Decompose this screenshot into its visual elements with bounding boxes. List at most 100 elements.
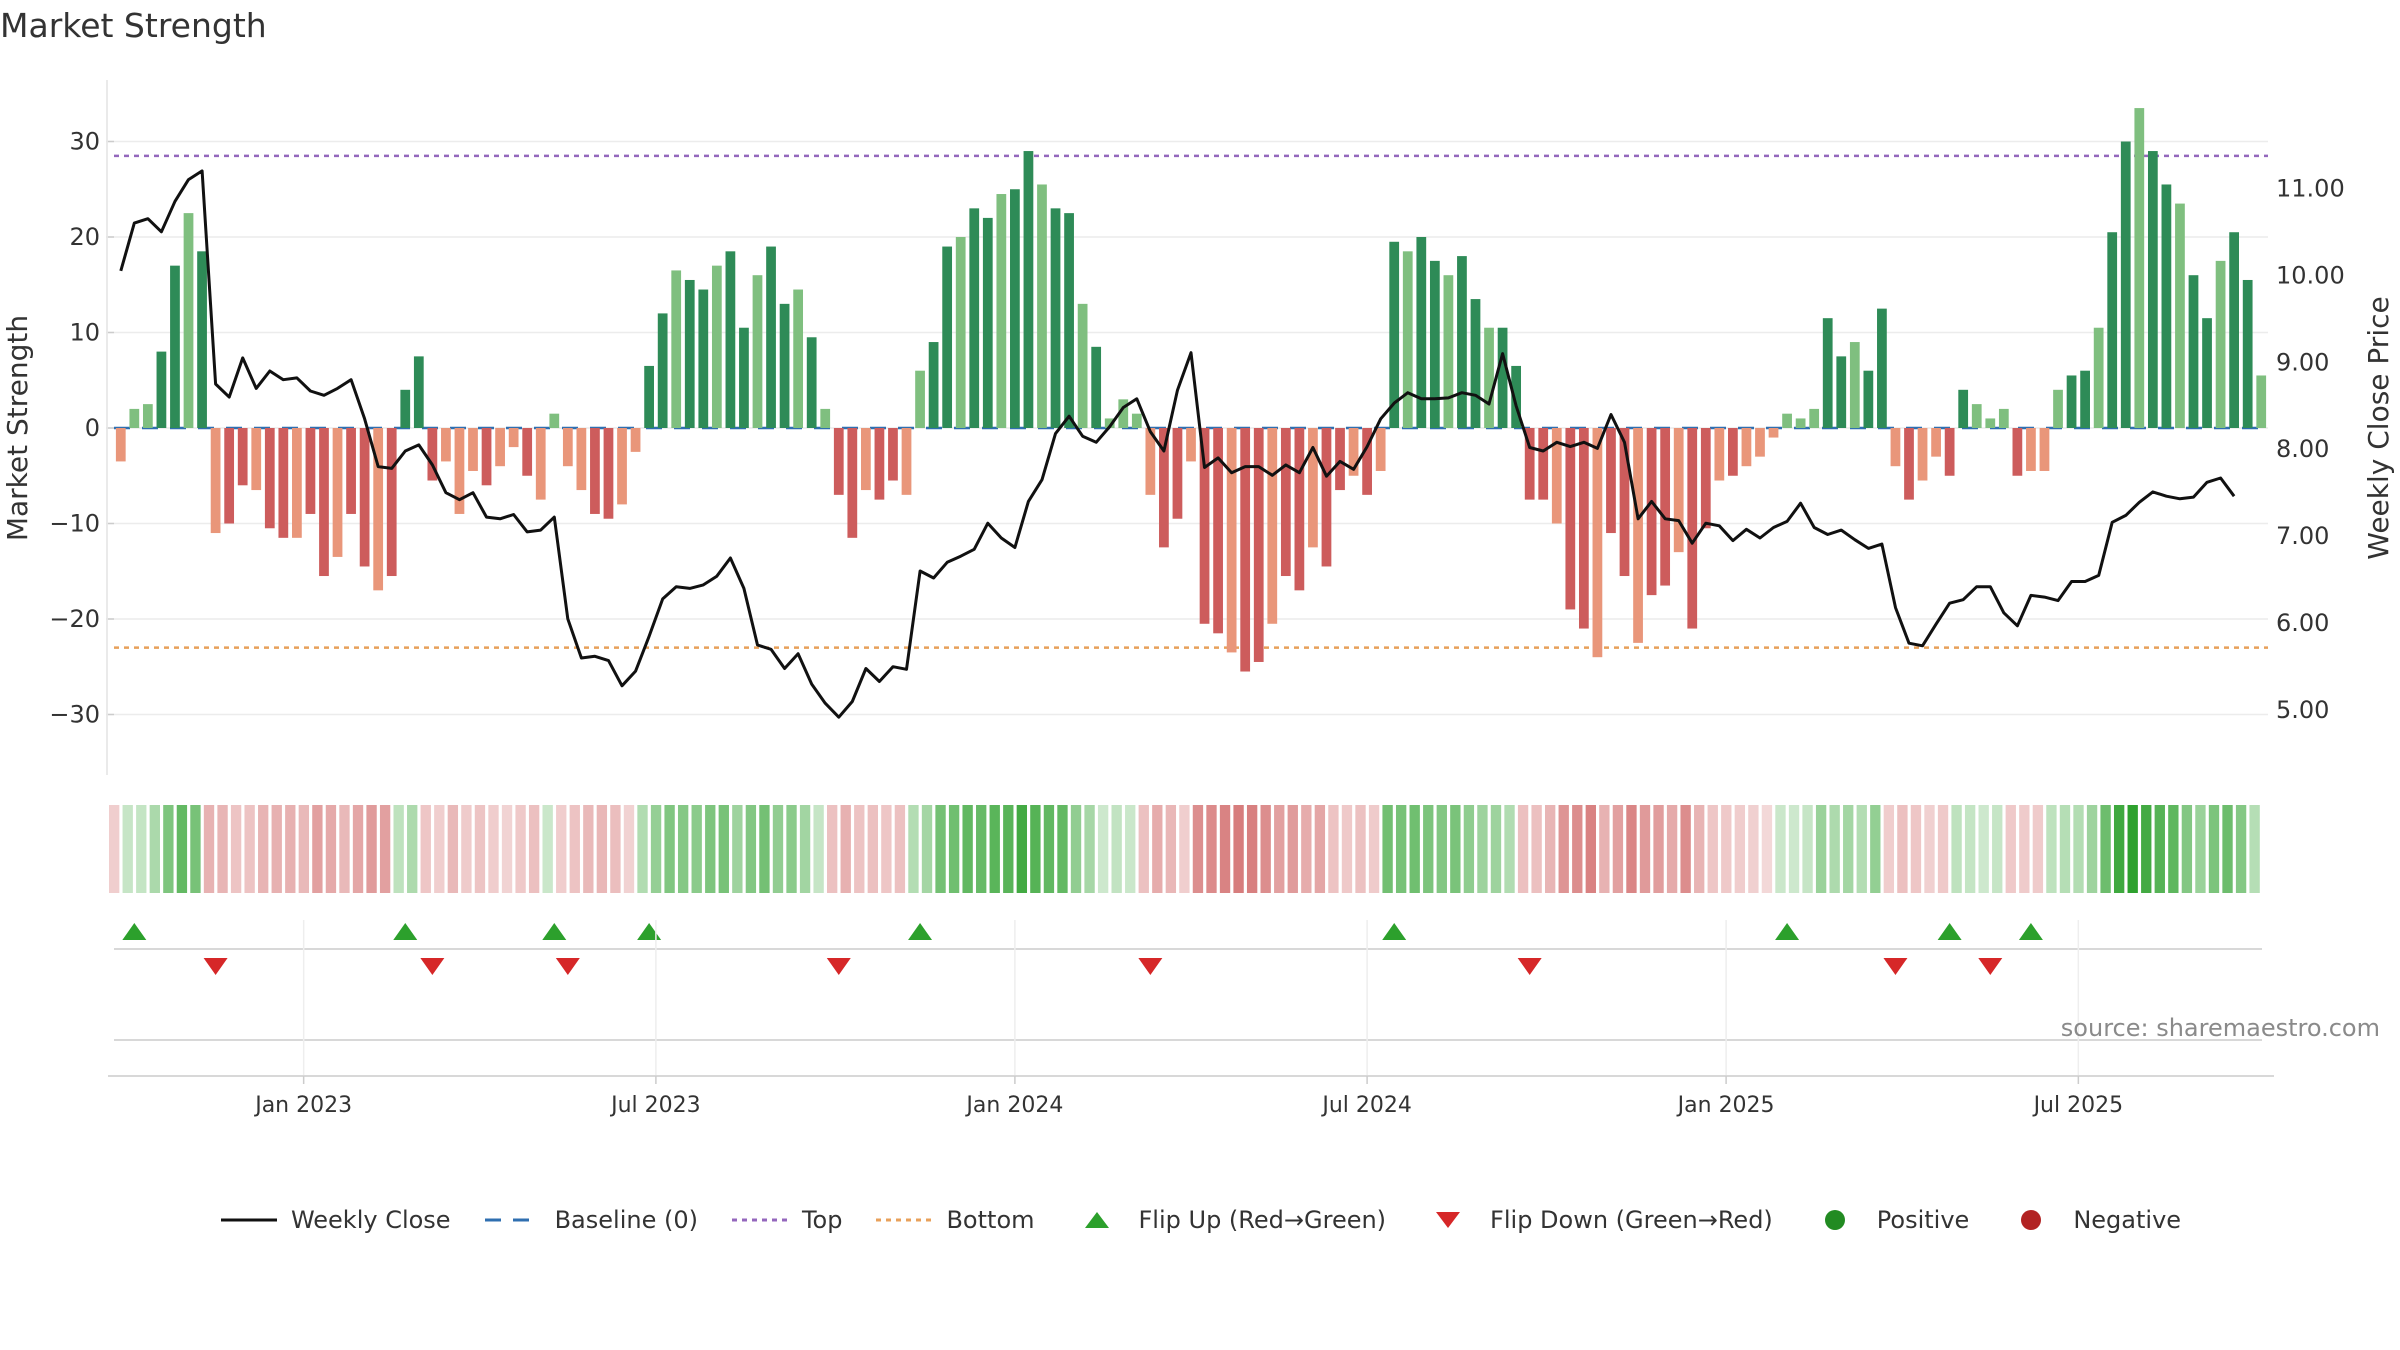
heat-cell (677, 805, 689, 893)
strength-bar (657, 313, 668, 428)
heat-cell (840, 805, 851, 893)
x-axis: Jan 2023 Jul 2023 Jan 2024 Jul 2024 Jan 2025… (108, 920, 2274, 1118)
x-tick-label: Jan 2024 (964, 1093, 1063, 1118)
strength-bar (292, 428, 302, 538)
heat-cell (501, 805, 513, 893)
heat-cell (285, 805, 296, 893)
strength-bar (183, 213, 194, 428)
heat-cell (1978, 805, 1989, 893)
chart-legend: Weekly Close Baseline (0) Top Bottom Flip Up… (0, 1206, 2400, 1234)
heat-cell (1246, 805, 1258, 893)
legend-item: Baseline (0) (483, 1206, 698, 1234)
strength-bar (1104, 418, 1115, 428)
heat-cell (786, 805, 797, 893)
strength-bar (319, 428, 329, 577)
legend-item: Negative (2001, 1206, 2181, 1234)
heat-cell (1097, 805, 1109, 893)
strength-bar (2188, 275, 2199, 428)
heat-cell (867, 805, 878, 893)
heat-cell (2032, 805, 2044, 893)
heat-cell (393, 805, 404, 893)
legend-symbol-icon (2021, 1210, 2042, 1230)
strength-bar (1023, 151, 1034, 429)
y-right-tick-label: 10.00 (2276, 261, 2345, 289)
heat-cell (190, 805, 201, 893)
heat-cell (163, 805, 174, 893)
legend-item: Flip Up (Red→Green) (1067, 1206, 1386, 1234)
y-right-tick-label: 9.00 (2276, 348, 2329, 376)
heat-cell (2181, 805, 2193, 893)
legend-item: Weekly Close (219, 1206, 451, 1234)
strength-bars (115, 108, 2267, 672)
strength-bar (1714, 428, 1725, 481)
heat-cell (718, 805, 729, 893)
heat-cell (176, 805, 188, 893)
heat-cell (474, 805, 486, 893)
heat-cell (935, 805, 946, 893)
flip-down-marker (203, 958, 228, 975)
y-left-tick-label: −10 (49, 510, 100, 538)
heat-cell (461, 805, 472, 893)
strength-bar (1091, 346, 1102, 428)
strength-bar (1619, 428, 1630, 577)
strength-bar (1511, 365, 1522, 428)
heat-cell (759, 805, 770, 893)
strength-bar (1240, 428, 1251, 672)
legend-symbol-icon (1436, 1212, 1461, 1228)
reference-lines (114, 154, 2268, 649)
heat-cell (1219, 805, 1231, 893)
heat-cell (1626, 805, 1637, 893)
heat-cell (2141, 805, 2152, 893)
legend-item: Positive (1805, 1206, 1970, 1234)
heat-cell (1233, 805, 1244, 893)
strength-bar (386, 428, 397, 577)
heat-cell (1992, 805, 2003, 893)
heat-cell (1450, 805, 1461, 893)
strength-bar (820, 408, 831, 428)
heat-cell (2046, 805, 2057, 893)
heat-cell (447, 805, 459, 893)
heat-cell (149, 805, 160, 893)
heat-cell (732, 805, 743, 893)
strength-bar (1741, 428, 1752, 467)
heat-cell (420, 805, 431, 893)
strength-bar (860, 428, 871, 491)
y-left-tick-label: −20 (49, 605, 100, 633)
strength-bar (2202, 318, 2212, 428)
strength-bar (630, 428, 641, 452)
strength-bar (698, 289, 709, 428)
y-right-tick-label: 7.00 (2276, 522, 2329, 550)
heat-cell (136, 805, 147, 893)
heat-cell (1856, 805, 1867, 893)
heat-cell (109, 805, 120, 893)
strength-bar (2242, 279, 2253, 428)
legend-label: Positive (1876, 1206, 1970, 1234)
heat-cell (583, 805, 594, 893)
x-tick-label: Jul 2023 (609, 1093, 701, 1118)
strength-bar (1470, 299, 1481, 428)
strength-bar (833, 428, 844, 495)
heat-cell (569, 805, 580, 893)
strength-bar (1971, 404, 1982, 428)
strength-bar (928, 342, 939, 428)
strength-bar (1755, 428, 1765, 457)
strength-bar (915, 370, 925, 428)
strength-bar (2175, 203, 2185, 428)
strength-bar (210, 428, 221, 534)
weekly-close-line (119, 169, 2236, 719)
heat-cell (1138, 805, 1149, 893)
heat-cell (2086, 805, 2098, 893)
heat-cell (1734, 805, 1746, 893)
strength-bar (1958, 389, 1969, 428)
strength-bar (2066, 375, 2077, 428)
heat-cell (122, 805, 133, 893)
strength-bar (1375, 428, 1386, 471)
chart-title: Market Strength (0, 6, 267, 45)
strength-bar (901, 428, 912, 495)
heat-cell (1043, 805, 1055, 893)
strength-bar (644, 365, 654, 428)
heat-cell (556, 805, 567, 893)
heat-cell (1490, 805, 1502, 893)
heat-cell (542, 805, 553, 893)
weekly-close-line-group (119, 169, 2236, 719)
